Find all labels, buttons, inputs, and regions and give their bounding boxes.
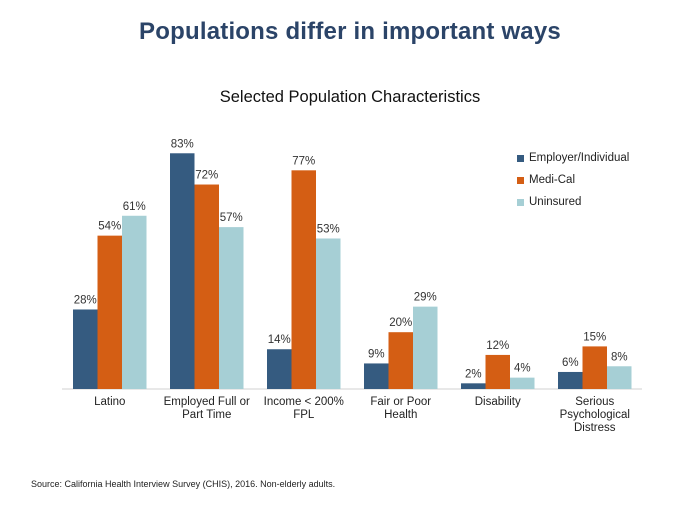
category-label-5: Serious Psychological Distress <box>559 396 630 434</box>
category-label-4: Disability <box>474 396 521 408</box>
data-label-series2-cat1: 57% <box>220 212 243 224</box>
chart-title: Selected Population Characteristics <box>219 88 481 106</box>
data-label-series2-cat0: 61% <box>123 201 146 213</box>
data-label-series2-cat3: 29% <box>414 292 437 304</box>
data-label-series0-cat4: 2% <box>465 368 482 380</box>
bar-series1-cat5 <box>582 346 607 389</box>
data-label-series0-cat5: 6% <box>562 357 579 369</box>
source-note: Source: California Health Interview Surv… <box>31 479 336 489</box>
bar-series2-cat2 <box>316 238 341 389</box>
legend-swatch-employer <box>517 154 524 162</box>
legend-item-employer: Employer/Individual <box>517 147 629 169</box>
data-label-series0-cat0: 28% <box>74 294 97 306</box>
bar-series0-cat5 <box>558 371 583 389</box>
legend-label-uninsured: Uninsured <box>529 196 582 208</box>
bar-series2-cat3 <box>413 306 438 389</box>
bar-series2-cat4 <box>510 377 535 389</box>
legend-label-medical: Medi-Cal <box>529 174 576 186</box>
legend-item-uninsured: Uninsured <box>517 191 629 213</box>
category-label-2: Income < 200% FPL <box>263 396 344 421</box>
data-label-series1-cat0: 54% <box>98 221 121 233</box>
bar-series2-cat1 <box>219 227 244 389</box>
bar-series0-cat1 <box>170 153 195 389</box>
data-label-series2-cat5: 8% <box>611 351 628 363</box>
data-label-series0-cat2: 14% <box>268 334 291 346</box>
data-label-series1-cat4: 12% <box>486 340 509 352</box>
category-label-0: Latino <box>94 396 126 408</box>
legend-label-employer: Employer/Individual <box>529 152 630 164</box>
bar-series1-cat3 <box>388 332 413 389</box>
bar-series2-cat0 <box>122 215 147 389</box>
slide-title: Populations differ in important ways <box>139 18 561 45</box>
data-label-series2-cat4: 4% <box>514 363 531 375</box>
legend: Employer/Individual Medi-Cal Uninsured <box>517 147 629 213</box>
bar-series0-cat3 <box>364 363 389 389</box>
bar-series2-cat5 <box>607 366 632 389</box>
category-label-3: Fair or Poor Health <box>370 396 432 421</box>
bar-series1-cat1 <box>194 184 219 389</box>
legend-swatch-medical <box>517 176 524 184</box>
bar-series0-cat4 <box>461 383 486 389</box>
category-label-1: Employed Full or Part Time <box>163 396 250 421</box>
data-label-series2-cat2: 53% <box>317 223 340 235</box>
bar-series0-cat2 <box>267 349 292 389</box>
bar-series1-cat2 <box>291 170 316 389</box>
data-label-series1-cat1: 72% <box>195 170 218 182</box>
bar-series1-cat4 <box>485 354 510 389</box>
bar-series0-cat0 <box>73 309 98 389</box>
data-label-series1-cat5: 15% <box>583 331 606 343</box>
data-label-series0-cat3: 9% <box>368 348 385 360</box>
data-label-series0-cat1: 83% <box>171 138 194 150</box>
data-label-series1-cat3: 20% <box>389 317 412 329</box>
bar-series1-cat0 <box>97 235 122 389</box>
data-label-series1-cat2: 77% <box>292 155 315 167</box>
legend-swatch-uninsured <box>517 198 524 206</box>
legend-item-medical: Medi-Cal <box>517 169 629 191</box>
